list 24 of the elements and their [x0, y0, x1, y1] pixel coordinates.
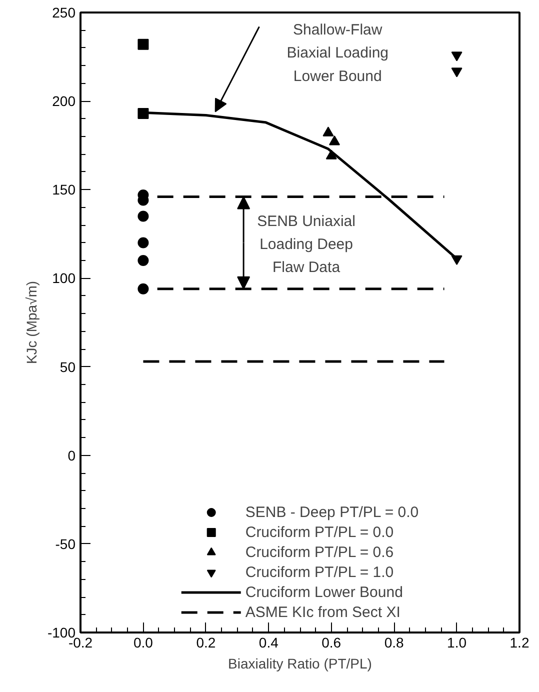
annotation: Shallow-Flaw Biaxial Loading Lower Bound — [286, 22, 389, 85]
y-tick-label: 100 — [52, 270, 76, 286]
x-tick-label: 0.2 — [196, 634, 216, 650]
y-tick-label: 200 — [52, 93, 76, 110]
legend-label: ASME KIc from Sect XI — [245, 604, 400, 620]
y-axis-title: KJc (Mpa√m) — [23, 280, 40, 364]
legend-label: SENB - Deep PT/PL = 0.0 — [245, 504, 419, 520]
x-tick-label: 1.2 — [510, 634, 530, 650]
x-axis-title: Biaxiality Ratio (PT/PL) — [228, 656, 372, 672]
legend-label: Cruciform Lower Bound — [245, 584, 403, 600]
y-tick-label: -50 — [55, 536, 76, 552]
y-tick-label: 150 — [52, 182, 76, 198]
x-tick-label: 0.6 — [322, 634, 342, 650]
x-tick-label: 0.4 — [258, 634, 279, 650]
x-tick-label: 0.0 — [133, 634, 154, 650]
x-tick-label: 0.8 — [384, 634, 404, 650]
annotation: SENB Uniaxial Loading Deep Flaw Data — [257, 213, 356, 276]
legend-label: Cruciform PT/PL = 1.0 — [245, 564, 394, 580]
legend-label: Cruciform PT/PL = 0.6 — [245, 544, 394, 560]
y-tick-label: 250 — [52, 4, 76, 20]
legend-label: Cruciform PT/PL = 0.0 — [245, 524, 394, 540]
x-tick-label: 1.0 — [447, 634, 467, 650]
y-tick-label: 50 — [60, 358, 76, 375]
y-tick-label: 0 — [68, 447, 76, 464]
